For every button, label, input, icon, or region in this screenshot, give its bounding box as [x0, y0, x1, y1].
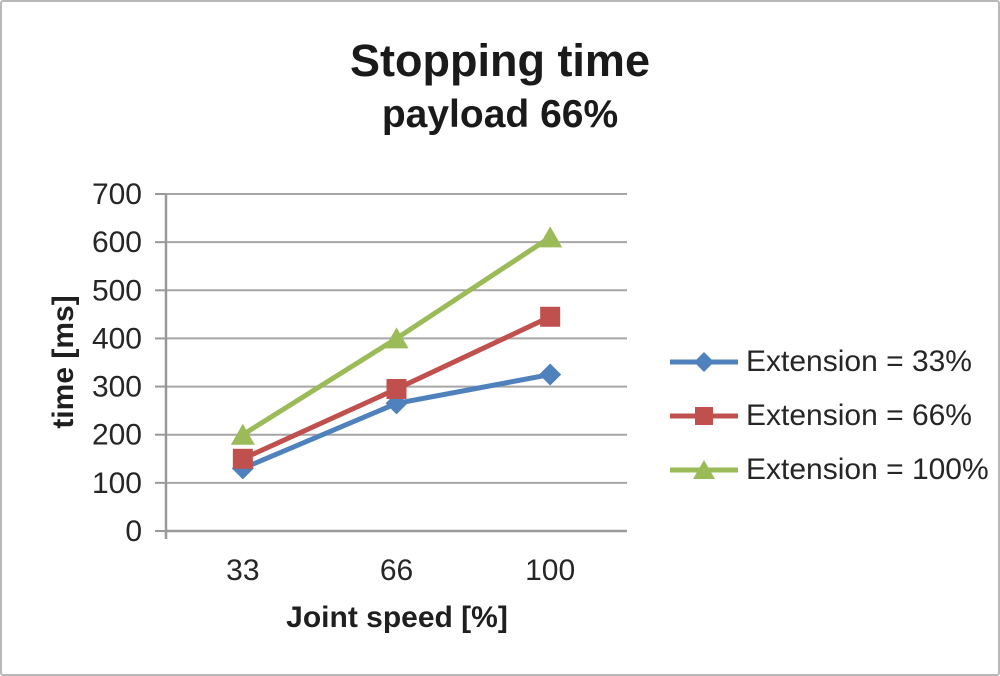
legend-label: Extension = 100% — [746, 453, 989, 486]
legend-label: Extension = 33% — [746, 345, 972, 378]
marker-square — [232, 448, 253, 469]
y-tick-label: 0 — [125, 515, 142, 548]
legend-marker-square — [670, 407, 738, 425]
legend-marker-diamond — [670, 352, 738, 372]
y-tick-label: 700 — [92, 178, 142, 211]
y-tick-label: 300 — [92, 371, 142, 404]
x-axis-title: Joint speed [%] — [286, 601, 508, 634]
marker-triangle — [230, 423, 255, 445]
y-tick-label: 200 — [92, 419, 142, 452]
legend-item-extension-66: Extension = 66% — [668, 389, 989, 443]
legend-item-extension-33: Extension = 33% — [668, 335, 989, 389]
marker-square — [540, 306, 561, 327]
marker-triangle — [538, 226, 563, 248]
series-extension-100- — [230, 226, 563, 445]
legend-label: Extension = 66% — [746, 399, 972, 432]
marker-triangle — [384, 327, 409, 349]
chart-title-block: Stopping time payload 66% — [2, 34, 998, 138]
marker-triangle — [693, 460, 715, 479]
marker-square — [386, 378, 407, 399]
y-tick-label: 100 — [92, 467, 142, 500]
series-extension-66- — [232, 306, 561, 469]
legend-item-extension-100: Extension = 100% — [668, 443, 989, 497]
marker-diamond — [539, 363, 562, 386]
legend: Extension = 33% Extension = 66% Extensio… — [668, 335, 989, 497]
marker-square — [695, 407, 713, 425]
marker-diamond — [694, 352, 714, 372]
chart-title: Stopping time — [350, 35, 650, 86]
y-tick-label: 600 — [92, 226, 142, 259]
legend-marker-triangle — [670, 460, 738, 479]
x-tick-label: 100 — [525, 554, 575, 587]
x-tick-label: 33 — [226, 554, 259, 587]
chart-subtitle: payload 66% — [381, 93, 619, 136]
y-tick-label: 400 — [92, 322, 142, 355]
x-tick-label: 66 — [380, 554, 413, 587]
y-tick-label: 500 — [92, 274, 142, 307]
